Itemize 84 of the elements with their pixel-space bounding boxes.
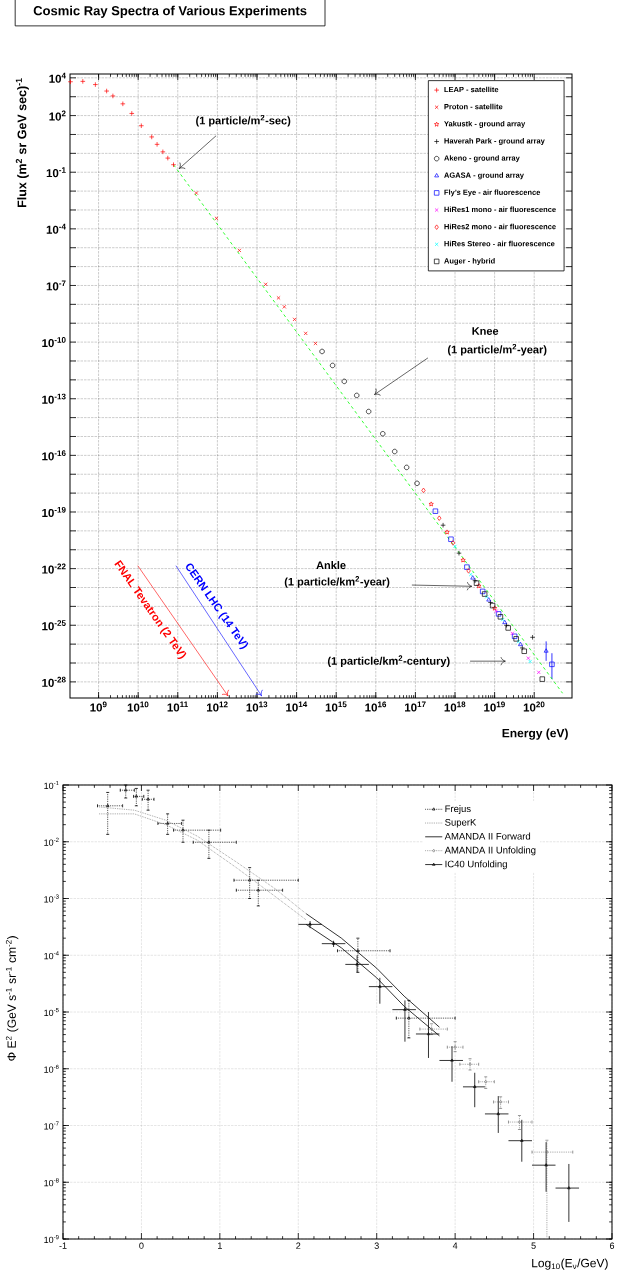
point [567, 1186, 571, 1190]
point [181, 828, 185, 832]
point [165, 821, 170, 825]
point [545, 1150, 549, 1154]
y-tick-label: 10$^{-13}$ [42, 393, 66, 404]
point [248, 878, 252, 882]
legend-label: SuperK [445, 818, 477, 828]
legend-label: IC40 Unfolding [445, 860, 507, 870]
x-tick-label: 10$^{20}$ [523, 701, 545, 712]
annotation: Knee [472, 327, 499, 335]
legend-label: AMANDA II Forward [444, 832, 531, 840]
point [430, 1027, 434, 1031]
y-tick-label: 10$^{-25}$ [42, 620, 66, 631]
point [517, 1120, 521, 1124]
x-tick-label: 4 [452, 1242, 458, 1249]
legend-label: AMANDA II Unfolding [444, 846, 536, 856]
y-tick-label: 10$^{-10}$ [42, 337, 66, 348]
point [106, 803, 110, 807]
point [499, 1100, 503, 1104]
x-tick-label: 3 [374, 1242, 379, 1249]
point [468, 1062, 472, 1067]
point [378, 984, 382, 988]
y-tick-label: 10$^{-28}$ [42, 676, 66, 687]
annotation: Ankle [316, 561, 346, 570]
y-tick-label: 10$^{-19}$ [42, 506, 66, 518]
x-tick-label: 0 [139, 1242, 144, 1249]
x-tick-label: 10$^{17}$ [405, 701, 426, 712]
y-tick-label: 10$^{-7}$ [44, 1121, 59, 1130]
point [356, 948, 360, 952]
point [544, 1163, 548, 1167]
x-tick-label: 10$^{15}$ [325, 701, 347, 712]
y-tick-label: 10$^{-8}$ [44, 1178, 59, 1187]
y-tick-label: 10$^{-1}$ [46, 167, 66, 178]
x-tick-label: 10$^{18}$ [444, 701, 466, 712]
x-tick-label: 1 [218, 1242, 222, 1249]
x-tick-label: 10$^{9}$ [90, 701, 107, 712]
x-tick-label: 10$^{19}$ [484, 701, 505, 712]
annotation: (1 particle/m$^{2}$-sec) [196, 114, 291, 127]
x-tick-label: -1 [59, 1242, 67, 1249]
y-tick-label: 10$^{-1}$ [44, 780, 59, 790]
y-tick-label: 10$^{-2}$ [44, 837, 59, 846]
y-tick-label: 10$^{-7}$ [46, 280, 66, 291]
chart-title: Cosmic Ray Spectra of Various Experiments [33, 5, 307, 18]
x-axis-title: Energy (eV) [502, 728, 568, 740]
point [256, 888, 260, 892]
y-tick-label: 10$^{-3}$ [44, 894, 59, 903]
y-tick-label: 10$^{-4}$ [46, 223, 66, 234]
annotation: (1 particle/m$^{2}$-year) [447, 343, 547, 356]
x-tick-label: 10$^{12}$ [206, 701, 228, 712]
x-tick-label: 5 [531, 1242, 536, 1249]
point [473, 1084, 477, 1088]
annotation: (1 particle/km$^{2}$-century) [327, 655, 450, 667]
point [453, 1045, 457, 1050]
y-tick-label: 10$^{2}$ [49, 110, 66, 121]
x-axis-title: Log$_{10}$(E$_{ν}$/GeV) [532, 1258, 608, 1270]
annotation: (1 particle/km$^{2}$-year) [284, 576, 390, 588]
point [134, 794, 138, 798]
x-tick-label: 10$^{16}$ [365, 701, 387, 712]
point [207, 840, 211, 844]
point [496, 1112, 500, 1116]
y-tick-label: 10$^{-9}$ [44, 1234, 59, 1244]
point [355, 962, 359, 966]
legend-label: Frejus [445, 805, 471, 814]
y-tick-label: 10$^{-22}$ [42, 563, 66, 574]
x-tick-label: 6 [609, 1242, 615, 1249]
point [450, 1058, 454, 1062]
point [484, 1079, 488, 1084]
x-tick-label: 2 [296, 1242, 301, 1249]
y-tick-label: 10$^{4}$ [49, 72, 66, 83]
x-tick-label: 10$^{13}$ [246, 701, 268, 712]
point [520, 1138, 524, 1142]
point [308, 922, 312, 926]
y-tick-label: 10$^{-6}$ [44, 1064, 59, 1073]
y-tick-label: 10$^{-4}$ [44, 951, 59, 960]
y-tick-label: 10$^{-5}$ [44, 1007, 59, 1017]
x-tick-label: 10$^{10}$ [127, 701, 149, 712]
y-tick-label: 10$^{-16}$ [42, 450, 66, 461]
y-axis-title: Flux (m$^{2}$ sr GeV sec)$^{-1}$ [15, 78, 29, 208]
x-tick-label: 10$^{11}$ [167, 701, 188, 712]
text: Φ E$^{2}$ (GeV s$^{-1}$ sr$^{-1}$ cm$^{-2}$) [5, 936, 19, 1061]
point [407, 1016, 411, 1020]
x-tick-label: 10$^{14}$ [286, 701, 308, 712]
point [124, 788, 128, 792]
point [403, 1007, 407, 1011]
